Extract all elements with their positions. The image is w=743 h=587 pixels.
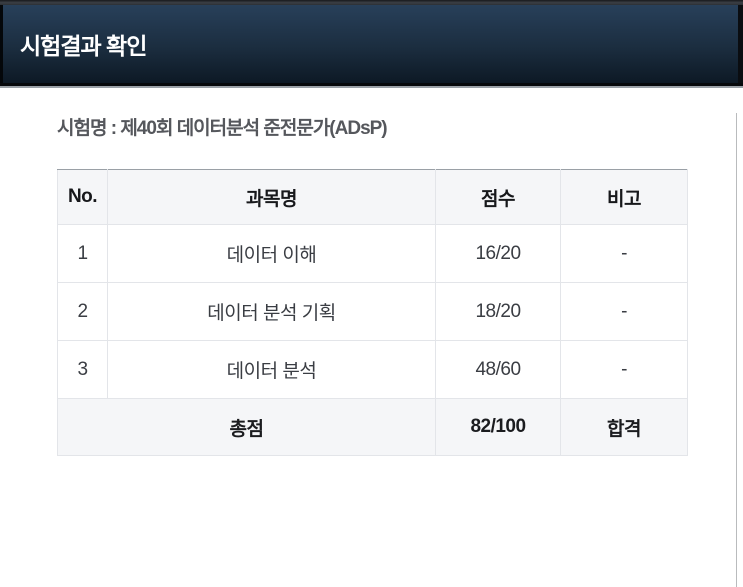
table-row: 3 데이터 분석 48/60 - <box>57 340 688 399</box>
cell-subject: 데이터 이해 <box>107 224 436 283</box>
right-edge-divider <box>736 113 737 587</box>
content-area: 시험명 : 제40회 데이터분석 준전문가(ADsP) No. 과목명 점수 비… <box>0 113 743 587</box>
cell-score: 16/20 <box>435 224 561 283</box>
header-bottom-black-edge <box>0 83 743 86</box>
cell-no: 3 <box>57 340 108 399</box>
page-title: 시험결과 확인 <box>20 33 147 59</box>
cell-note: - <box>560 340 688 399</box>
cell-note: - <box>560 282 688 341</box>
col-header-subject: 과목명 <box>107 169 436 225</box>
table-row: 1 데이터 이해 16/20 - <box>57 224 688 283</box>
col-header-note: 비고 <box>560 169 688 225</box>
window-top-strip <box>0 0 743 5</box>
col-header-score: 점수 <box>435 169 561 225</box>
cell-no: 1 <box>57 224 108 283</box>
total-result: 합격 <box>560 398 688 456</box>
cell-subject: 데이터 분석 기획 <box>107 282 436 341</box>
total-label: 총점 <box>57 398 436 456</box>
cell-subject: 데이터 분석 <box>107 340 436 399</box>
table-header-row: No. 과목명 점수 비고 <box>57 169 688 225</box>
table-row: 2 데이터 분석 기획 18/20 - <box>57 282 688 341</box>
total-row: 총점 82/100 합격 <box>57 398 688 456</box>
col-header-no: No. <box>57 169 108 225</box>
cell-note: - <box>560 224 688 283</box>
results-table: No. 과목명 점수 비고 1 데이터 이해 16/20 - 2 데이터 분석 … <box>57 169 688 456</box>
total-score: 82/100 <box>435 398 561 456</box>
cell-score: 18/20 <box>435 282 561 341</box>
header-bottom-gray-edge <box>0 86 743 88</box>
cell-no: 2 <box>57 282 108 341</box>
exam-name-heading: 시험명 : 제40회 데이터분석 준전문가(ADsP) <box>57 118 388 139</box>
page-header: 시험결과 확인 <box>0 5 743 83</box>
cell-score: 48/60 <box>435 340 561 399</box>
